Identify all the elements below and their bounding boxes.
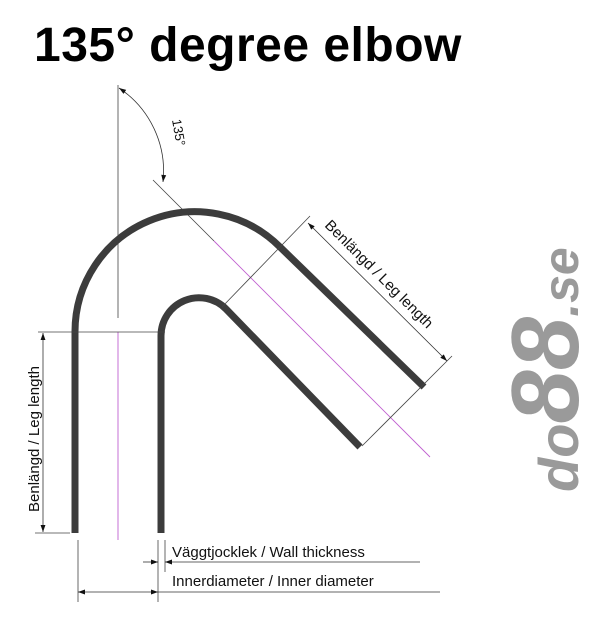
section-line-diagonal-end: [361, 355, 453, 447]
leg-length-diagonal-label: Benlängd / Leg length: [321, 217, 436, 332]
angle-label: 135°: [169, 118, 188, 147]
inner-diameter-label: Innerdiameter / Inner diameter: [172, 573, 374, 590]
leg-length-diagonal-dimension: [307, 222, 448, 362]
svg-text:do88.se: do88.se: [492, 247, 599, 492]
wall-thickness-label: Väggtjocklek / Wall thickness: [172, 544, 365, 561]
angle-arc: [118, 87, 167, 183]
diagonal-centerline: [213, 240, 431, 458]
leg-length-vertical-label: Benlängd / Leg length: [26, 366, 43, 512]
section-line-diagonal: [221, 215, 311, 308]
pipe-inner-wall: [157, 294, 363, 533]
do88-logo: do88.se: [492, 247, 599, 492]
page-title: 135° degree elbow: [34, 19, 462, 72]
pipe-outer-wall: [71, 208, 427, 533]
